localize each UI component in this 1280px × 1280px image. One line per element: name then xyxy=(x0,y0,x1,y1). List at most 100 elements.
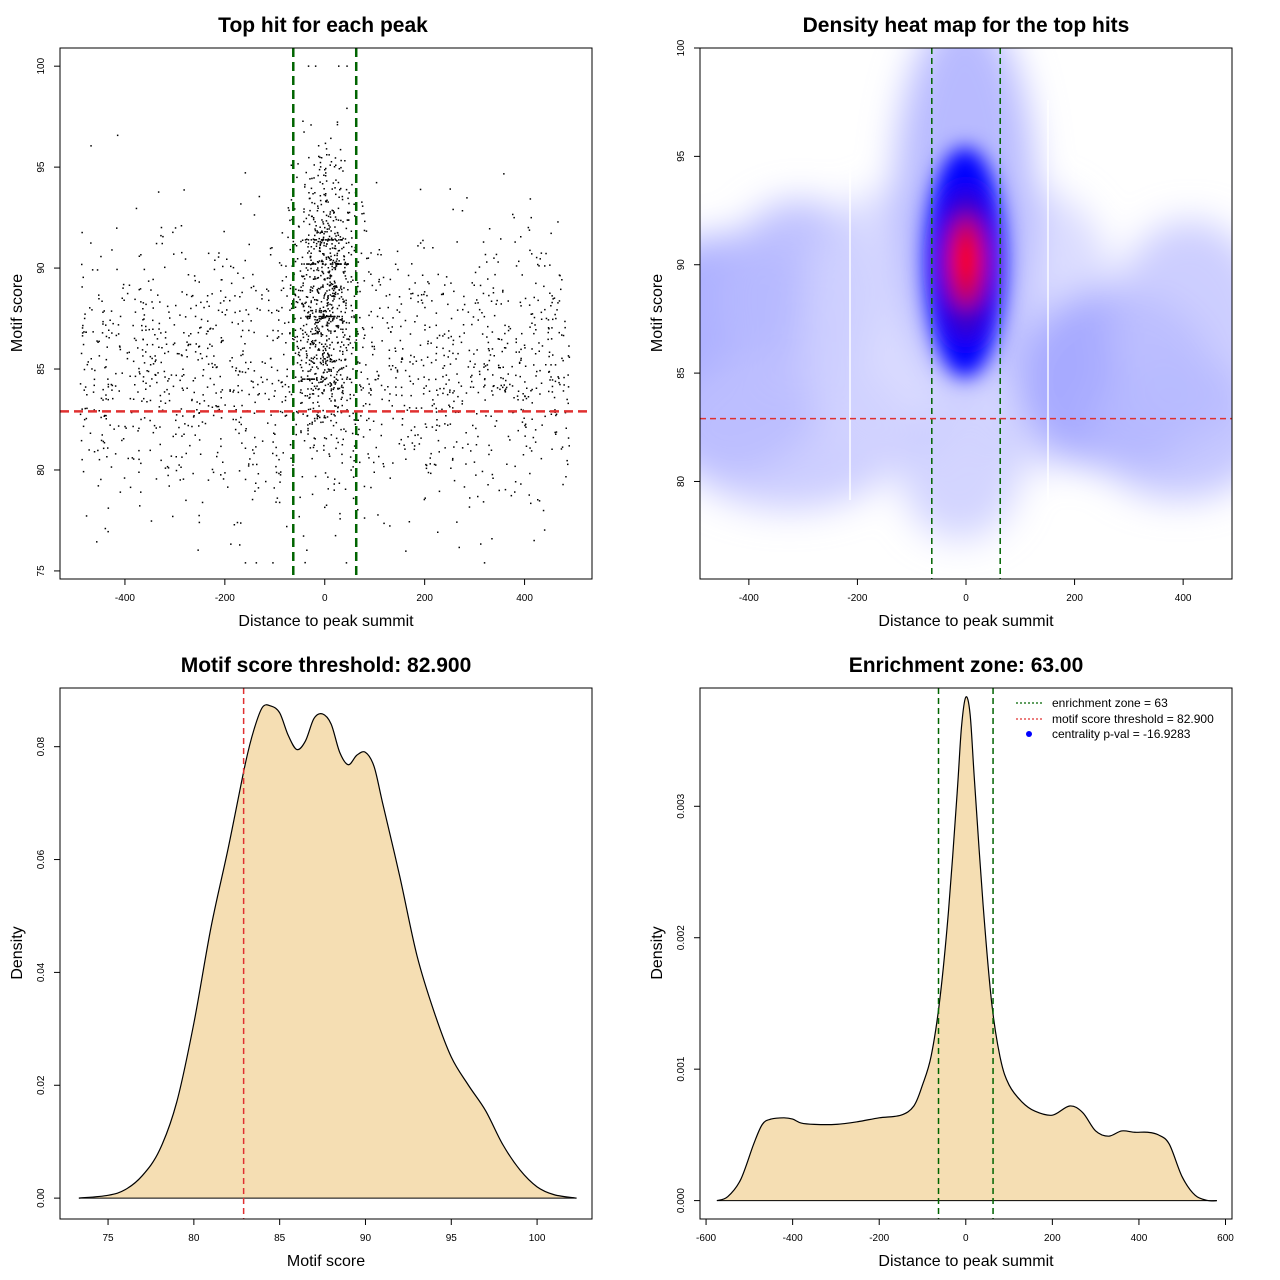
scatter-point xyxy=(312,389,314,391)
scatter-point xyxy=(318,348,320,350)
scatter-point xyxy=(504,390,506,393)
scatter-point xyxy=(156,381,158,384)
scatter-point xyxy=(350,281,352,283)
scatter-point xyxy=(366,378,369,380)
scatter-point xyxy=(81,408,83,410)
scatter-point xyxy=(555,317,557,320)
scatter-point xyxy=(424,324,426,326)
scatter-point xyxy=(432,247,434,249)
scatter-point xyxy=(346,263,349,265)
scatter-point xyxy=(313,362,316,364)
scatter-point xyxy=(222,265,224,268)
scatter-point xyxy=(160,361,162,364)
scatter-point xyxy=(286,525,288,528)
scatter-point xyxy=(258,195,261,198)
scatter-point xyxy=(551,327,553,329)
scatter-point xyxy=(152,328,154,330)
scatter-point xyxy=(412,383,414,385)
scatter-point xyxy=(449,406,451,408)
scatter-point xyxy=(335,263,337,265)
scatter-point xyxy=(487,368,489,371)
scatter-point xyxy=(318,388,320,390)
scatter-point xyxy=(261,298,263,300)
scatter-point xyxy=(140,254,142,256)
scatter-point xyxy=(314,318,316,321)
scatter-point xyxy=(181,435,183,437)
scatter-point xyxy=(561,357,563,360)
density-curve xyxy=(716,696,1217,1202)
scatter-point xyxy=(182,389,184,391)
scatter-point xyxy=(373,348,376,350)
scatter-point xyxy=(344,261,347,264)
scatter-point xyxy=(309,263,312,266)
scatter-point xyxy=(491,538,493,540)
scatter-point xyxy=(309,256,312,259)
scatter-point xyxy=(502,377,504,380)
scatter-point xyxy=(322,306,325,308)
scatter-point xyxy=(318,250,321,252)
scatter-point xyxy=(132,360,135,363)
scatter-point xyxy=(348,378,351,380)
scatter-point xyxy=(314,276,316,278)
scatter-point xyxy=(327,271,329,273)
scatter-point xyxy=(302,333,304,335)
scatter-point xyxy=(364,220,366,223)
scatter-point xyxy=(321,183,324,185)
scatter-point xyxy=(554,380,557,383)
scatter-point xyxy=(303,347,306,349)
scatter-point xyxy=(352,279,354,281)
scatter-point xyxy=(348,202,350,205)
scatter-point xyxy=(209,343,211,346)
scatter-point xyxy=(327,295,329,297)
scatter-point xyxy=(163,391,166,393)
scatter-point xyxy=(211,345,213,347)
scatter-point xyxy=(333,483,335,485)
scatter-point xyxy=(448,404,450,406)
scatter-point xyxy=(310,309,312,312)
scatter-point xyxy=(509,439,511,441)
scatter-point xyxy=(553,396,556,399)
scatter-point xyxy=(316,366,318,368)
scatter-point xyxy=(296,301,299,304)
scatter-point xyxy=(304,239,307,241)
scatter-point xyxy=(319,181,321,183)
scatter-point xyxy=(280,381,282,384)
scatter-point xyxy=(218,408,220,411)
scatter-point xyxy=(310,388,313,390)
x-tick-label: 400 xyxy=(1131,1233,1148,1244)
scatter-point xyxy=(448,330,450,332)
scatter-point xyxy=(333,315,335,318)
x-tick-label: 600 xyxy=(1217,1233,1234,1244)
scatter-point xyxy=(211,468,214,471)
scatter-point xyxy=(179,379,181,382)
scatter-point xyxy=(350,352,353,355)
scatter-point xyxy=(445,415,447,417)
scatter-point xyxy=(327,256,329,258)
scatter-point xyxy=(329,344,331,346)
scatter-point xyxy=(421,274,424,276)
scatter-point xyxy=(325,180,328,182)
scatter-point xyxy=(342,331,344,334)
scatter-point xyxy=(325,263,327,265)
scatter-point xyxy=(203,400,206,402)
scatter-point xyxy=(294,260,297,263)
scatter-point xyxy=(118,390,120,392)
scatter-point xyxy=(322,284,324,286)
scatter-point xyxy=(292,338,294,340)
scatter-point xyxy=(540,252,543,254)
x-tick-label: 400 xyxy=(516,593,533,604)
scatter-point xyxy=(267,290,270,292)
scatter-point xyxy=(218,252,220,254)
scatter-point xyxy=(172,343,175,346)
scatter-point xyxy=(509,327,512,330)
scatter-point xyxy=(90,242,92,244)
scatter-point xyxy=(322,239,324,241)
scatter-point xyxy=(357,433,359,436)
scatter-point xyxy=(388,357,391,360)
scatter-point xyxy=(309,197,311,200)
scatter-point xyxy=(178,426,180,429)
scatter-point xyxy=(453,446,455,448)
scatter-point xyxy=(325,360,327,362)
scatter-point xyxy=(299,298,301,301)
scatter-point xyxy=(325,324,328,327)
